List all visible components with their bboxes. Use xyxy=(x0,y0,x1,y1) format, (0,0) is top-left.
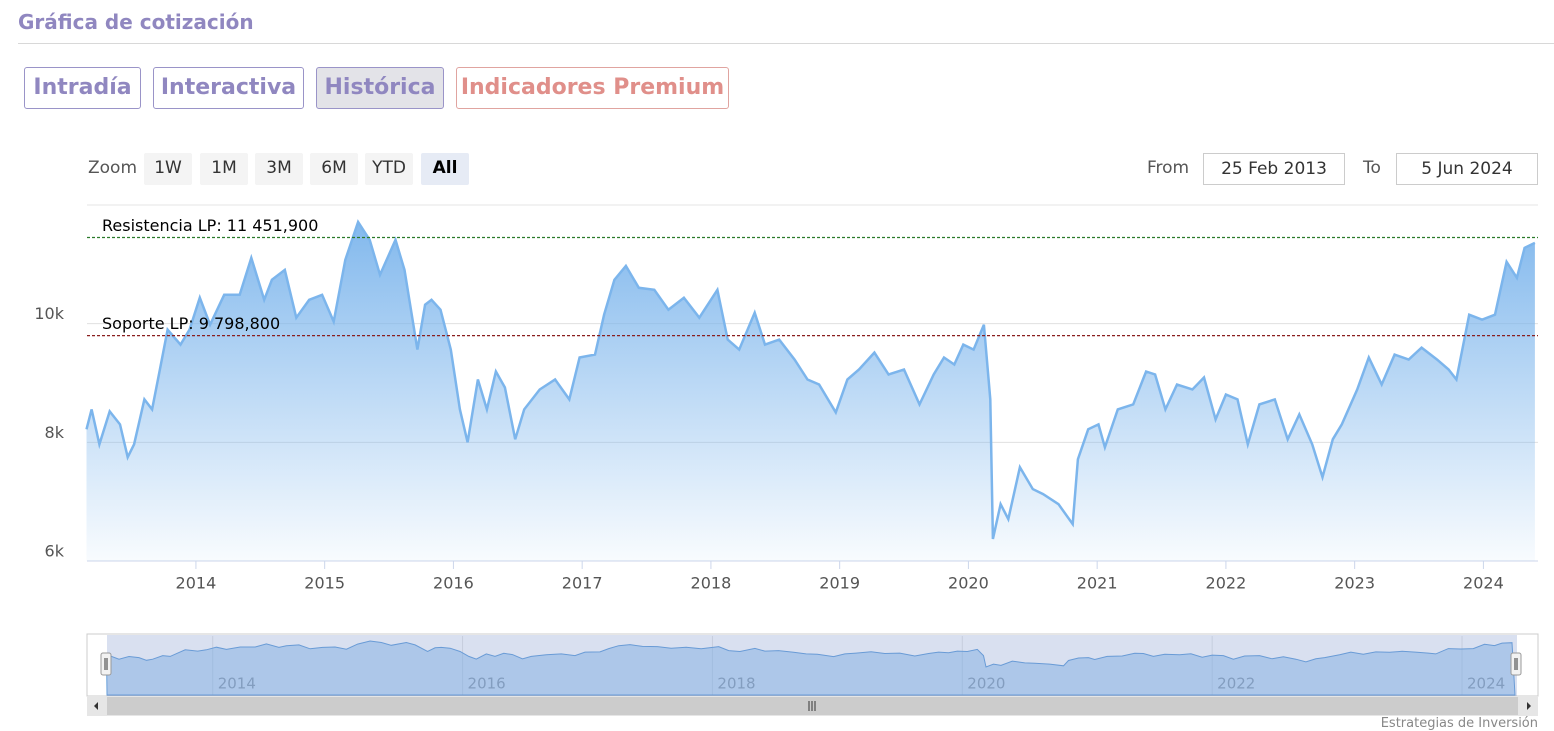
tab[interactable]: Indicadores Premium xyxy=(456,67,729,109)
navigator-tick-label: 2014 xyxy=(218,675,256,693)
x-tick-label: 2016 xyxy=(433,574,474,593)
area-fill xyxy=(86,222,1535,561)
navigator-handle[interactable] xyxy=(1510,652,1522,676)
navigator-tick-label: 2018 xyxy=(717,675,755,693)
from-label: From xyxy=(1147,158,1190,178)
tab[interactable]: Interactiva xyxy=(153,67,304,109)
navigator-handle[interactable] xyxy=(100,652,112,676)
x-tick-label: 2017 xyxy=(562,574,603,593)
navigator-area xyxy=(105,640,1516,696)
plot-line-label: Soporte LP: 9 798,800 xyxy=(102,314,280,333)
x-tick-label: 2021 xyxy=(1077,574,1118,593)
tab[interactable]: Histórica xyxy=(316,67,444,109)
x-tick-label: 2019 xyxy=(819,574,860,593)
y-tick-label: 6k xyxy=(45,542,65,561)
x-tick-label: 2015 xyxy=(304,574,345,593)
zoom-button[interactable]: YTD xyxy=(365,153,413,185)
navigator-tick-label: 2016 xyxy=(468,675,506,693)
price-line xyxy=(85,219,1536,540)
zoom-button[interactable]: All xyxy=(421,153,469,185)
navigator-tick-label: 2024 xyxy=(1467,675,1505,693)
zoom-label: Zoom xyxy=(88,158,138,178)
navigator-tick-label: 2020 xyxy=(967,675,1005,693)
zoom-button[interactable]: 6M xyxy=(310,153,358,185)
date-input[interactable]: 5 Jun 2024 xyxy=(1396,153,1538,185)
to-label: To xyxy=(1363,158,1381,178)
zoom-button[interactable]: 1W xyxy=(144,153,192,185)
x-tick-label: 2020 xyxy=(948,574,989,593)
section-title: Gráfica de cotización xyxy=(18,10,254,34)
zoom-button[interactable]: 1M xyxy=(200,153,248,185)
x-tick-label: 2018 xyxy=(691,574,732,593)
plot-line-label: Resistencia LP: 11 451,900 xyxy=(102,216,318,235)
x-tick-label: 2014 xyxy=(176,574,217,593)
handle-grip xyxy=(104,658,108,670)
y-tick-label: 8k xyxy=(45,423,65,442)
credits: Estrategias de Inversión xyxy=(1380,716,1538,731)
x-tick-label: 2023 xyxy=(1334,574,1375,593)
x-tick-label: 2024 xyxy=(1463,574,1504,593)
divider xyxy=(18,43,1554,44)
y-tick-label: 10k xyxy=(34,304,64,323)
x-tick-label: 2022 xyxy=(1206,574,1247,593)
zoom-button[interactable]: 3M xyxy=(255,153,303,185)
navigator-mask xyxy=(107,635,1517,696)
handle-grip xyxy=(1514,658,1518,670)
tab[interactable]: Intradía xyxy=(24,67,141,109)
navigator-frame xyxy=(86,633,1539,697)
date-input[interactable]: 25 Feb 2013 xyxy=(1203,153,1345,185)
navigator-tick-label: 2022 xyxy=(1217,675,1255,693)
scroll-grip xyxy=(808,701,816,711)
